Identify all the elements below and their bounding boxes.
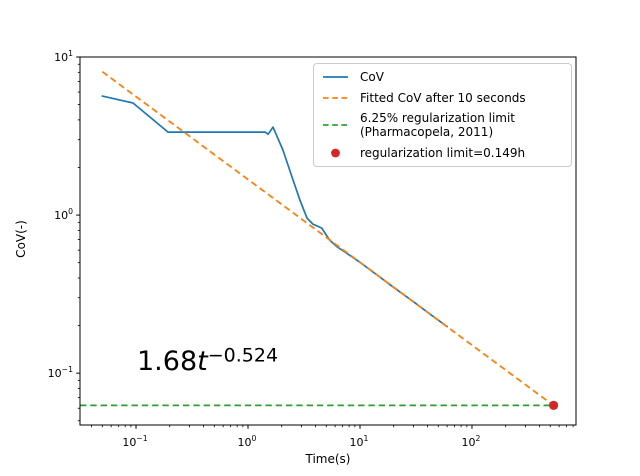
y-tick-label: 100 — [54, 207, 73, 222]
x-tick-label: 100 — [238, 434, 257, 449]
series-cov-line — [101, 95, 448, 328]
x-axis-label: Time(s) — [305, 452, 351, 466]
regularization-point-dot-swatch-icon — [322, 148, 349, 158]
fit-equation-variable: t — [197, 346, 208, 377]
legend-item-cov: CoV — [314, 70, 567, 84]
y-tick-label: 101 — [54, 49, 73, 64]
y-axis-label: CoV(-) — [14, 220, 28, 258]
regularization-limit-dashed-swatch-icon — [322, 120, 349, 130]
x-tick-label: 102 — [462, 434, 481, 449]
cov-line-swatch-icon — [322, 72, 349, 82]
legend-label-fitted-cov: Fitted CoV after 10 seconds — [360, 90, 526, 105]
legend-item-regularization-limit: 6.25% regularization limit (Pharmacopela… — [314, 111, 567, 139]
x-tick-label: 10−1 — [122, 434, 147, 449]
fit-equation-annotation: 1.68t−0.524 — [137, 346, 278, 377]
legend-item-regularization-point: regularization limit=0.149h — [314, 146, 567, 160]
x-tick-label: 101 — [350, 434, 369, 449]
fitted-cov-dashed-swatch-icon — [322, 93, 349, 103]
legend-label-regularization-limit: 6.25% regularization limit (Pharmacopela… — [360, 111, 515, 139]
regularization-limit-point-marker — [549, 400, 559, 410]
series-fitted-cov-line — [101, 70, 555, 407]
legend-label-regularization-limit-line1: 6.25% regularization limit — [360, 111, 516, 126]
fit-equation-coefficient: 1.68 — [137, 346, 198, 377]
legend-label-regularization-limit-line2: (Pharmacopela, 2011) — [360, 125, 494, 140]
legend-label-regularization-point: regularization limit=0.149h — [360, 145, 526, 160]
plot-border — [79, 56, 577, 426]
legend-item-fitted-cov: Fitted CoV after 10 seconds — [314, 91, 567, 105]
legend-label-cov: CoV — [360, 70, 384, 84]
y-tick-label: 10−1 — [48, 365, 73, 380]
fit-equation-exponent: −0.524 — [207, 344, 279, 367]
legend: CoV Fitted CoV after 10 seconds 6.25% re… — [313, 63, 572, 167]
